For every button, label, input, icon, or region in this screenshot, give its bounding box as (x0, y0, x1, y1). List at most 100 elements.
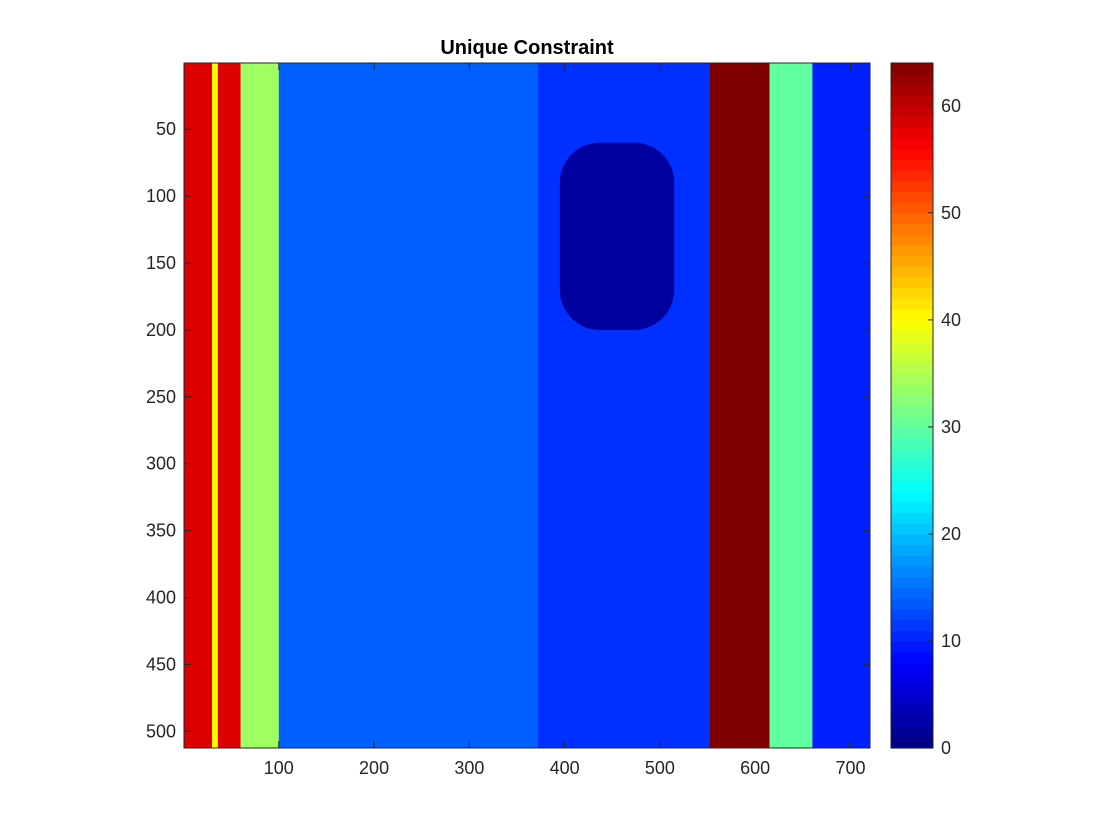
colorbar-step (891, 212, 933, 225)
colorbar-step (891, 448, 933, 460)
colorbar-step (891, 202, 933, 214)
x-tick-label: 700 (835, 758, 865, 778)
heatmap-dark-region (559, 142, 675, 330)
colorbar-step (891, 394, 933, 407)
colorbar-step (891, 683, 933, 696)
colorbar-step (891, 619, 933, 631)
colorbar-step (891, 640, 933, 653)
y-tick-label: 200 (146, 320, 176, 340)
colorbar-step (891, 287, 933, 300)
colorbar-step (891, 73, 933, 86)
colorbar-step (891, 362, 933, 374)
colorbar-step (891, 437, 933, 449)
colorbar-step (891, 309, 933, 321)
heatmap-band-4 (278, 63, 538, 748)
x-tick-label: 300 (454, 758, 484, 778)
plot-frame (183, 62, 871, 749)
colorbar-step (891, 298, 933, 310)
colorbar-tick-label: 50 (941, 203, 961, 223)
colorbar-step (891, 341, 933, 353)
colorbar-step (891, 127, 933, 139)
y-tick-label: 100 (146, 186, 176, 206)
colorbar-step (891, 330, 933, 342)
y-tick-label: 450 (146, 654, 176, 674)
colorbar-step (891, 566, 933, 578)
colorbar-step (891, 630, 933, 642)
x-axis: 100 200 300 400 500 600 700 (264, 63, 865, 778)
colorbar-step (891, 576, 933, 589)
colorbar-step (891, 705, 933, 717)
colorbar-step (891, 533, 933, 546)
heatmap-band-0 (184, 63, 213, 748)
colorbar-step (891, 234, 933, 246)
colorbar-tick-label: 10 (941, 631, 961, 651)
colorbar-step (891, 405, 933, 417)
colorbar-step (891, 180, 933, 193)
colorbar-step (891, 105, 933, 118)
colorbar-tick-label: 20 (941, 524, 961, 544)
colorbar-step (891, 469, 933, 482)
colorbar-step (891, 523, 933, 535)
colorbar-step (891, 277, 933, 289)
heatmap-band-2 (217, 63, 241, 748)
colorbar-step (891, 266, 933, 278)
colorbar-step (891, 319, 933, 332)
colorbar-step (891, 84, 933, 96)
colorbar-step (891, 255, 933, 267)
y-tick-label: 300 (146, 454, 176, 474)
colorbar-step (891, 191, 933, 203)
colorbar-step (891, 351, 933, 364)
colorbar-step (891, 662, 933, 674)
colorbar-step (891, 223, 933, 235)
colorbar-step (891, 148, 933, 160)
y-tick-label: 500 (146, 721, 176, 741)
colorbar-step (891, 116, 933, 128)
y-axis: 50 100 150 200 250 300 350 400 450 500 (146, 119, 870, 741)
colorbar-tick-label: 60 (941, 96, 961, 116)
colorbar-step (891, 651, 933, 663)
colorbar-step (891, 555, 933, 567)
colorbar-step (891, 491, 933, 503)
y-tick-label: 50 (156, 119, 176, 139)
y-tick-label: 400 (146, 587, 176, 607)
colorbar-axis: 0 10 20 30 40 50 60 (928, 96, 961, 758)
colorbar-step (891, 384, 933, 396)
heatmap-band-3 (240, 63, 279, 748)
chart-title: Unique Constraint (440, 37, 614, 59)
colorbar-step (891, 244, 933, 257)
colorbar-step (891, 694, 933, 706)
colorbar-step (891, 737, 933, 749)
colorbar-step (891, 501, 933, 514)
colorbar (891, 63, 933, 749)
colorbar-step (891, 480, 933, 492)
heatmap-band-6 (709, 63, 770, 748)
y-tick-label: 150 (146, 253, 176, 273)
colorbar-step (891, 137, 933, 150)
colorbar-step (891, 587, 933, 599)
colorbar-step (891, 416, 933, 428)
x-tick-label: 600 (740, 758, 770, 778)
colorbar-step (891, 512, 933, 524)
heatmap-band-7 (769, 63, 813, 748)
x-tick-label: 500 (645, 758, 675, 778)
x-tick-label: 100 (264, 758, 294, 778)
colorbar-step (891, 673, 933, 685)
heatmap-band-1 (212, 63, 218, 748)
colorbar-step (891, 544, 933, 556)
y-tick-label: 250 (146, 387, 176, 407)
colorbar-tick-label: 0 (941, 738, 951, 758)
colorbar-step (891, 159, 933, 171)
colorbar-step (891, 459, 933, 471)
colorbar-step (891, 715, 933, 728)
colorbar-frame (890, 62, 934, 749)
colorbar-step (891, 608, 933, 621)
colorbar-tick-label: 30 (941, 417, 961, 437)
x-tick-label: 400 (550, 758, 580, 778)
colorbar-step (891, 63, 933, 75)
x-tick-label: 200 (359, 758, 389, 778)
colorbar-step (891, 95, 933, 107)
y-tick-label: 350 (146, 521, 176, 541)
heatmap-band-8 (812, 63, 870, 748)
colorbar-step (891, 726, 933, 738)
